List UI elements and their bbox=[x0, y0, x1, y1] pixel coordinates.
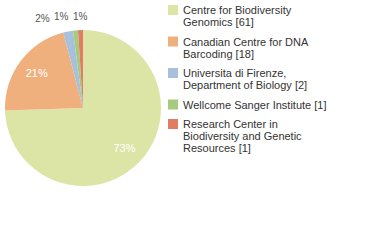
pie-slice bbox=[78, 30, 83, 108]
pie-slice bbox=[63, 31, 83, 108]
pie-slice bbox=[5, 30, 161, 186]
legend-label: Research Center inBiodiversity and Genet… bbox=[183, 118, 302, 154]
legend-swatch bbox=[168, 119, 178, 129]
legend-label: Centre for BiodiversityGenomics [61] bbox=[183, 4, 292, 28]
legend-swatch bbox=[168, 68, 178, 78]
data-label: 73% bbox=[113, 142, 135, 154]
data-label: 1% bbox=[54, 11, 69, 22]
pie-slice bbox=[73, 30, 83, 108]
legend-swatch bbox=[168, 37, 178, 47]
legend-label: Canadian Centre for DNABarcoding [18] bbox=[183, 36, 309, 60]
chart-svg: 73% 21% 2% 1% 1% Centre for BiodiversityGenom… bbox=[0, 0, 380, 240]
pie-labels: 73% 21% 2% 1% 1% bbox=[26, 11, 136, 154]
legend-label: Universita di Firenze,Department of Biol… bbox=[183, 67, 307, 91]
legend-swatch bbox=[168, 5, 178, 15]
data-label: 1% bbox=[73, 11, 88, 22]
legend-swatch bbox=[168, 100, 178, 110]
pie-slices bbox=[5, 30, 161, 186]
data-label: 21% bbox=[26, 67, 48, 79]
legend-label: Wellcome Sanger Institute [1] bbox=[183, 99, 326, 111]
chart-container: 73% 21% 2% 1% 1% Centre for BiodiversityGenom… bbox=[0, 0, 380, 240]
legend: Centre for BiodiversityGenomics [61] Cana… bbox=[168, 4, 326, 154]
data-label: 2% bbox=[35, 13, 50, 24]
